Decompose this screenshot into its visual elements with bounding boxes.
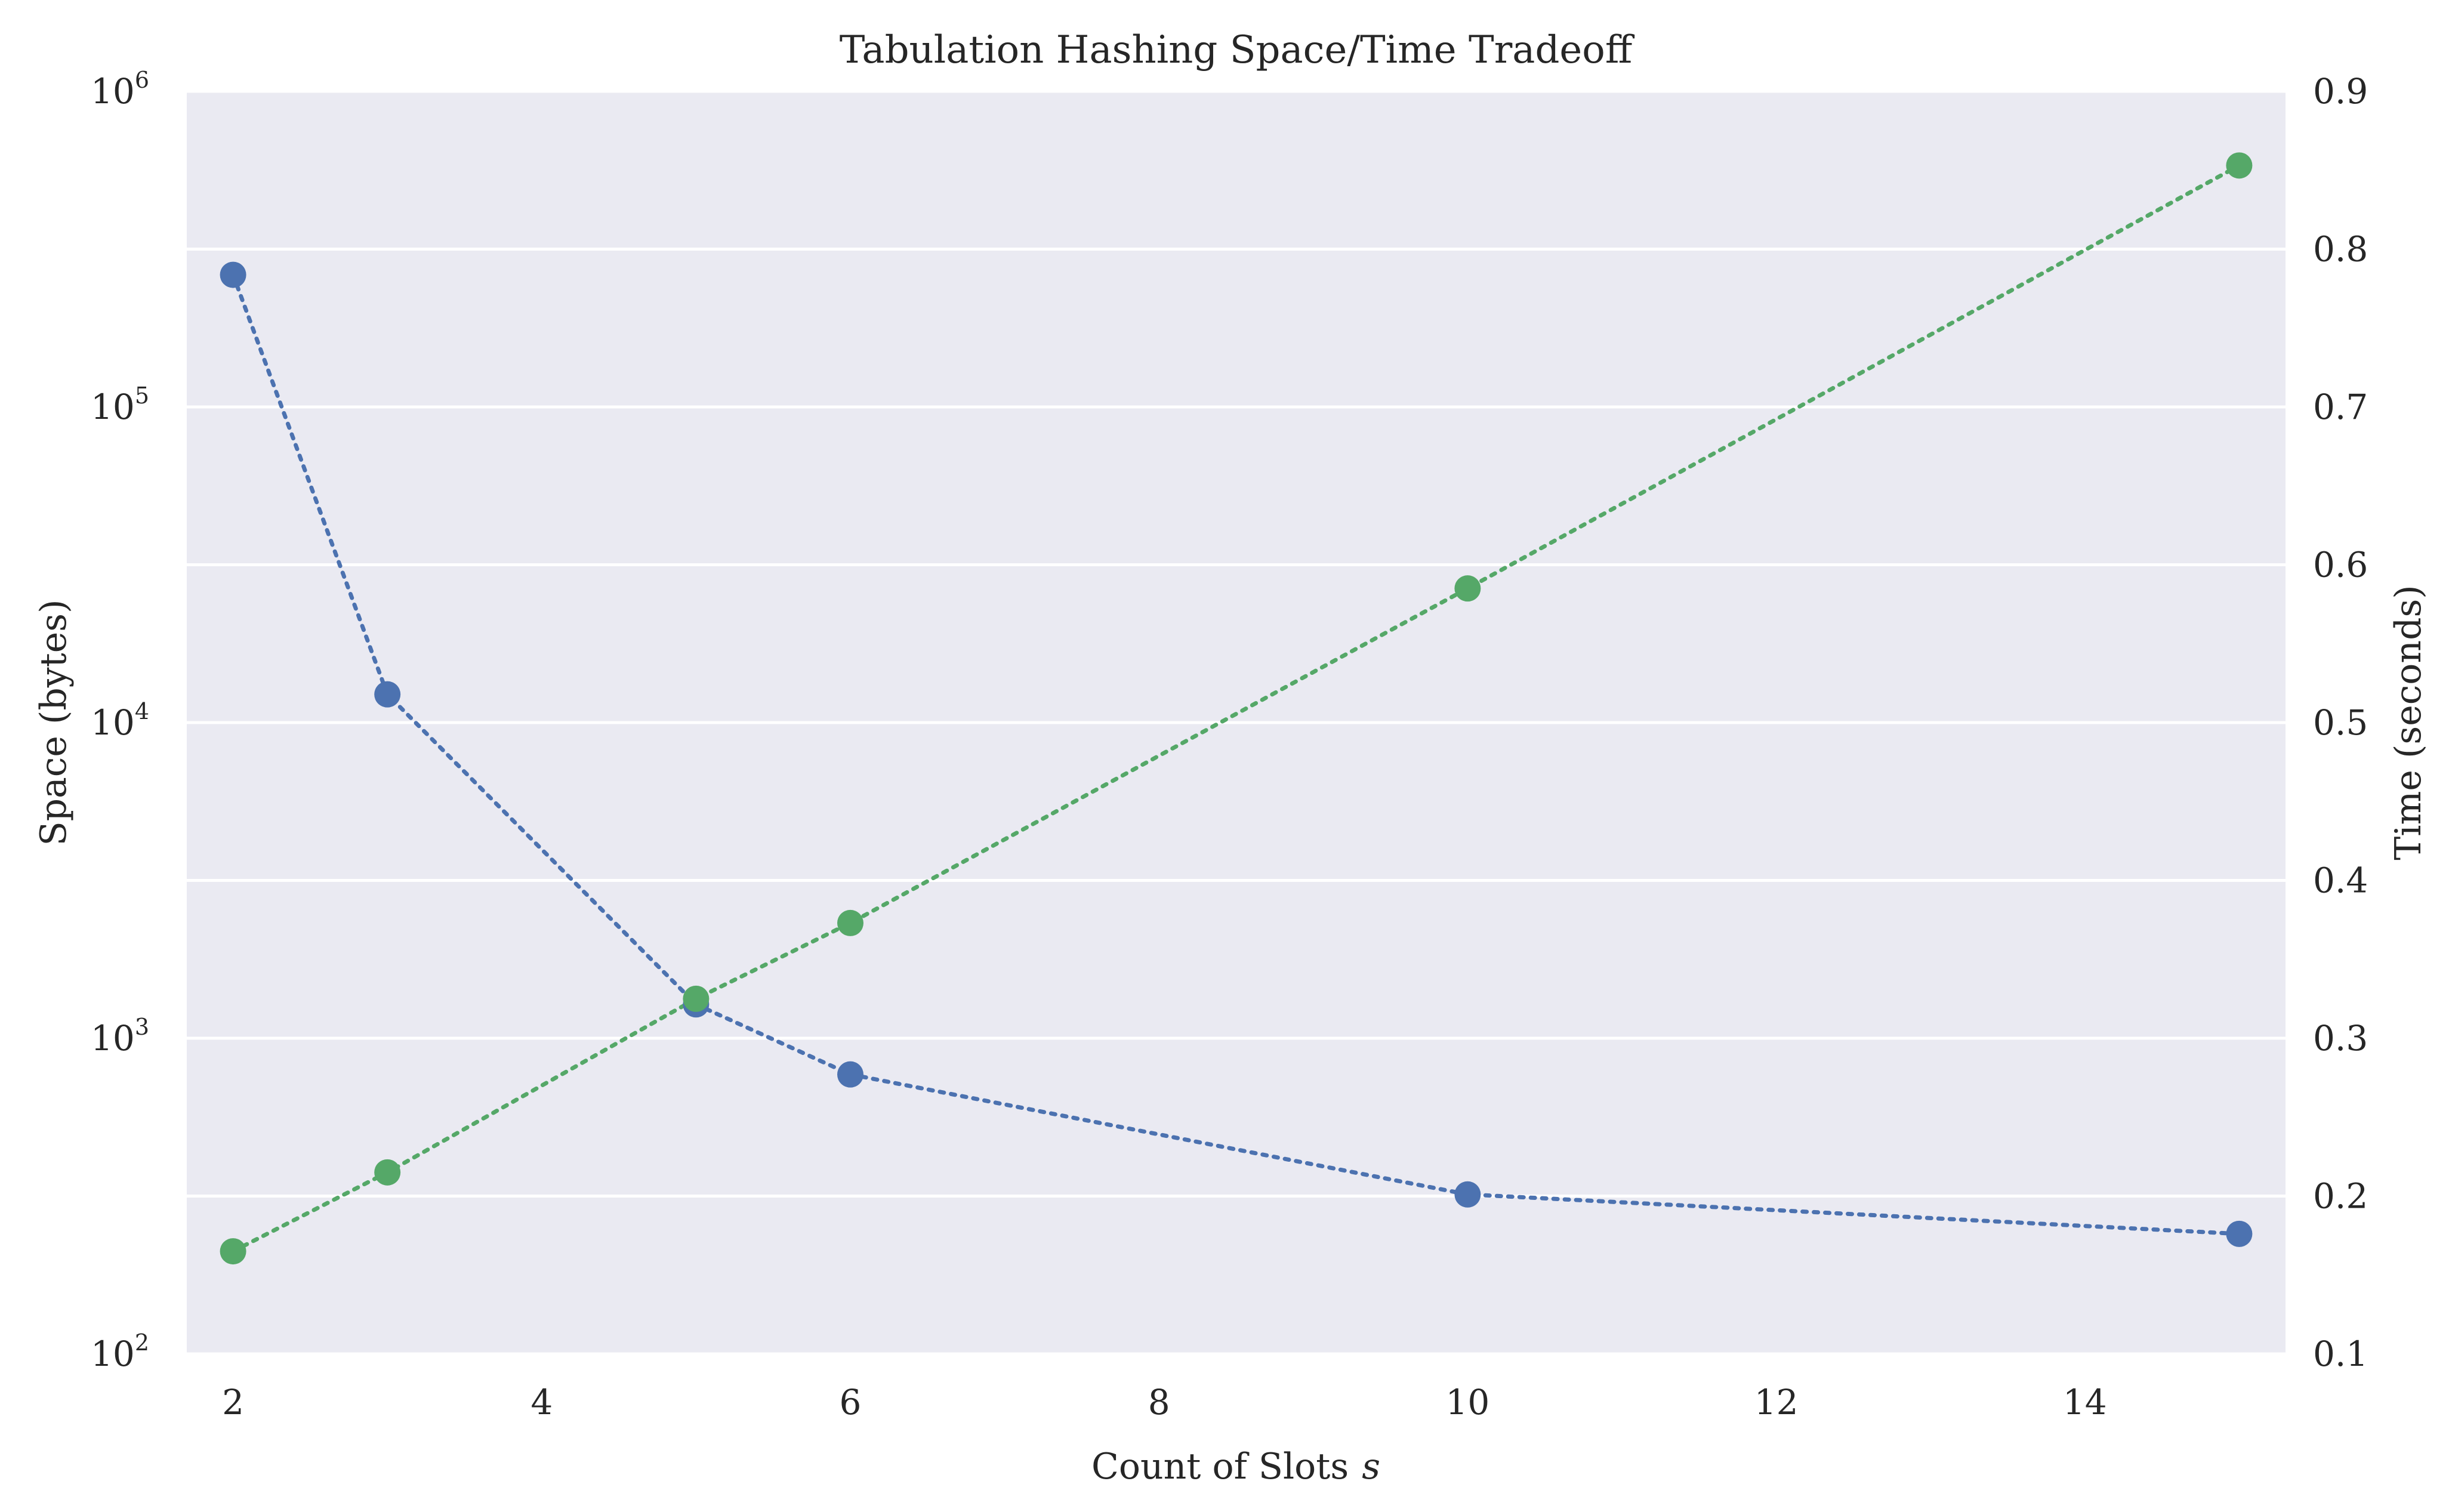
y-left-axis-label: Space (bytes)	[33, 600, 75, 846]
y-left-tick-exponent: 5	[135, 382, 149, 409]
y-left-tick-base: 10	[91, 387, 135, 427]
x-axis-label: Count of Slots s	[1091, 1446, 1380, 1488]
series-1-point	[374, 681, 401, 708]
y-right-tick-label: 0.6	[2313, 545, 2368, 585]
y-left-tick-base: 10	[91, 1334, 135, 1374]
x-tick-label: 8	[1148, 1382, 1170, 1422]
x-axis-label-variable: s	[1362, 1446, 1380, 1488]
y-right-tick-label: 0.9	[2313, 71, 2368, 112]
y-right-tick-labels: 0.1 0.2 0.3 0.4 0.5 0.6 0.7 0.8 0.9	[2313, 71, 2368, 1374]
series-1-point	[837, 1061, 863, 1088]
series-2-point	[837, 909, 863, 936]
x-tick-label: 14	[2063, 1382, 2107, 1422]
x-axis-label-text: Count of Slots	[1091, 1446, 1349, 1488]
series-2-point	[683, 985, 710, 1012]
y-left-tick-label: 104	[91, 698, 149, 743]
series-1-point	[2226, 1220, 2253, 1247]
y-left-tick-label: 105	[91, 382, 149, 427]
series-1-point	[220, 261, 246, 288]
y-right-tick-label: 0.3	[2313, 1018, 2368, 1059]
series-points	[220, 152, 2253, 1265]
x-tick-label: 10	[1445, 1382, 1489, 1422]
chart-title: Tabulation Hashing Space/Time Tradeoff	[840, 28, 1635, 72]
y-left-tick-label: 102	[91, 1329, 149, 1374]
series-2-point	[374, 1159, 401, 1186]
y-left-tick-exponent: 2	[135, 1329, 149, 1356]
series-2-line	[231, 163, 2241, 1254]
series-1-point	[1454, 1181, 1481, 1208]
y-left-tick-base: 10	[91, 1018, 135, 1059]
series-lines	[231, 163, 2241, 1254]
y-left-tick-label: 106	[91, 67, 149, 112]
series-2-point	[1454, 575, 1481, 602]
x-tick-label: 12	[1754, 1382, 1799, 1422]
y-left-tick-exponent: 6	[135, 67, 149, 93]
grid-lines	[187, 90, 2286, 1356]
series-1-line	[231, 273, 2241, 1236]
y-right-tick-label: 0.7	[2313, 387, 2368, 427]
x-tick-label: 4	[531, 1382, 553, 1422]
x-tick-label: 6	[840, 1382, 862, 1422]
y-right-tick-label: 0.5	[2313, 702, 2368, 743]
y-right-tick-label: 0.1	[2313, 1334, 2368, 1374]
y-right-tick-label: 0.4	[2313, 860, 2368, 901]
y-left-tick-label: 103	[91, 1014, 149, 1059]
series-2-point	[220, 1238, 246, 1265]
y-right-axis-label: Time (seconds)	[2388, 585, 2429, 860]
y-right-tick-label: 0.8	[2313, 229, 2368, 270]
y-left-tick-exponent: 4	[135, 698, 149, 724]
y-left-tick-exponent: 3	[135, 1014, 149, 1040]
series-2-point	[2226, 152, 2253, 179]
x-tick-label: 2	[222, 1382, 244, 1422]
y-left-tick-base: 10	[91, 702, 135, 743]
x-tick-labels: 2 4 6 8 10 12 14	[222, 1382, 2107, 1422]
y-right-tick-label: 0.2	[2313, 1176, 2368, 1217]
y-left-tick-base: 10	[91, 71, 135, 112]
